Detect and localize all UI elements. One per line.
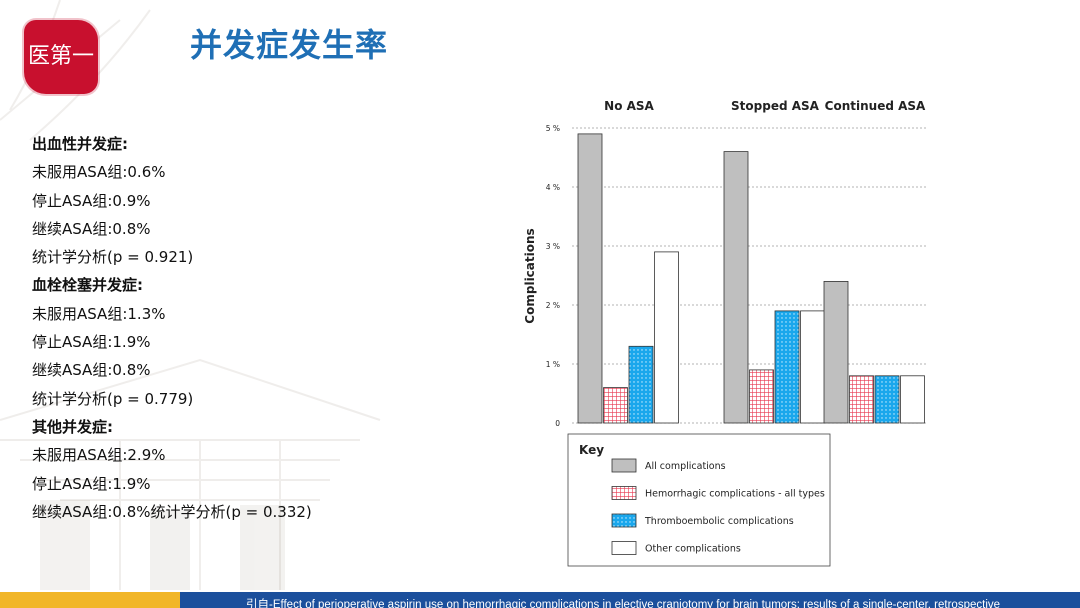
stat-line: 未服用ASA组:2.9% [32,446,166,465]
bar [628,345,654,424]
bar [900,375,925,424]
stat-line: 未服用ASA组:0.6% [32,163,166,182]
legend-swatch [611,513,637,528]
bar [654,251,679,424]
stat-heading: 出血性并发症: [32,135,128,153]
axis-labels: 0 1 % 2 % 3 % 4 % 5 % Complications No ASA Stopp… [523,99,926,428]
footer-bar: 引自-Effect of perioperative aspirin use o… [0,592,1080,608]
complications-bar-chart: 0 1 % 2 % 3 % 4 % 5 % Complications No ASA Stopp… [523,99,926,567]
y-tick-label: 2 % [546,301,560,310]
bar [723,151,749,424]
category-label: No ASA [604,99,654,113]
y-axis-label: Complications [523,228,537,323]
legend-swatch [611,486,637,500]
footer-accent [0,592,180,608]
bar [774,310,800,424]
stat-heading: 其他并发症: [32,417,113,436]
chart-container: 0 1 % 2 % 3 % 4 % 5 % Complications No ASA Stopp… [520,92,940,572]
stat-line: 统计学分析(p = 0.921) [32,248,194,267]
citation-text: 引自-Effect of perioperative aspirin use o… [246,599,1001,608]
legend-label: Other complications [645,544,741,555]
category-label: Continued ASA [825,99,926,113]
stat-line: 继续ASA组:0.8% [32,219,151,238]
stat-line: 停止ASA组:1.9% [32,333,151,352]
y-tick-label: 1 % [546,360,560,369]
legend-label: Hemorrhagic complications - all types [645,489,825,500]
stat-line: 继续ASA组:0.8% [32,361,151,380]
bar [800,310,825,424]
category-label: Stopped ASA [731,99,820,113]
legend-title: Key [579,443,604,457]
bar [849,375,874,424]
stat-line: 统计学分析(p = 0.779) [32,389,194,408]
stat-line: 继续ASA组:0.8%统计学分析(p = 0.332) [32,502,312,521]
y-tick-label: 4 % [546,183,560,192]
bar [749,369,774,424]
y-tick-label: 3 % [546,242,560,251]
stats-list: 出血性并发症: 未服用ASA组:0.6% 停止ASA组:0.9% 继续ASA组:0.8… [32,130,312,526]
bar [823,280,849,424]
stat-line: 停止ASA组:1.9% [32,474,151,493]
legend-swatch [611,458,637,473]
bars [577,133,925,424]
stat-line: 未服用ASA组:1.3% [32,304,166,323]
bar [577,133,603,424]
stat-heading: 血栓栓塞并发症: [32,276,143,295]
logo-seal: 医第一 [24,20,98,94]
y-tick-label: 5 % [546,124,560,133]
bar [603,387,628,424]
page-title: 并发症发生率 [190,26,389,64]
legend-label: All complications [645,461,726,472]
legend-swatch [611,541,637,555]
legend-label: Thromboembolic complications [644,516,794,527]
y-tick-label: 0 [555,419,560,428]
gridlines [572,127,926,424]
bar [874,375,900,424]
stat-line: 停止ASA组:0.9% [32,191,151,210]
legend: Key All complications Hemorrhagic complica… [567,433,831,567]
